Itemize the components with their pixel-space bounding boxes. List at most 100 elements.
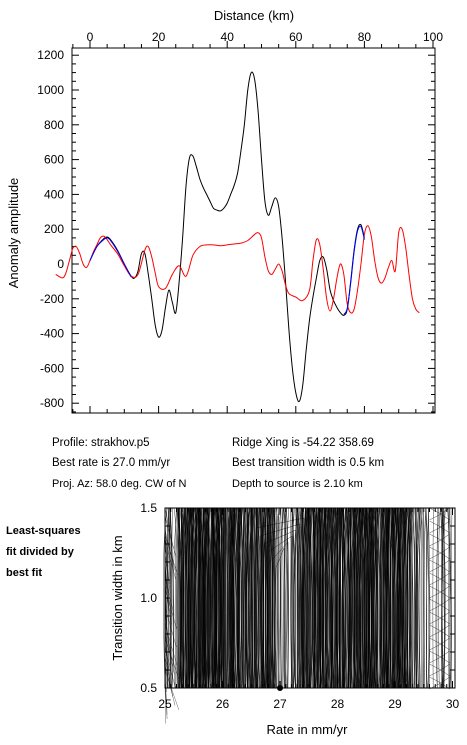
contour-line bbox=[423, 507, 427, 689]
fit-segment-line bbox=[89, 237, 132, 278]
contour-line bbox=[164, 642, 171, 684]
anomaly-tick-labels: 0 20 40 60 80 100 -800 -600 -400 -200 0 200 400 600 80… bbox=[37, 30, 443, 410]
contour-line bbox=[164, 683, 167, 724]
contour-line bbox=[213, 507, 215, 689]
contour-line bbox=[164, 552, 171, 594]
y-tick-label-bottom: 1.5 bbox=[140, 501, 157, 515]
contour-line bbox=[169, 507, 174, 689]
contour-line bbox=[190, 507, 195, 689]
contour-line bbox=[335, 507, 337, 689]
contour-line bbox=[238, 507, 242, 689]
contour-line bbox=[164, 584, 172, 625]
anomaly-chart: 0 20 40 60 80 100 -800 -600 -400 -200 0 200 400 600 80… bbox=[6, 8, 443, 414]
best-width-label: Best transition width is 0.5 km bbox=[232, 457, 385, 469]
contour-line bbox=[303, 507, 308, 689]
contour-line bbox=[204, 507, 207, 689]
contour-line bbox=[435, 507, 440, 689]
contour-line bbox=[290, 507, 293, 689]
contour-line bbox=[386, 507, 390, 689]
contour-line bbox=[191, 507, 194, 689]
contour-line bbox=[373, 507, 377, 689]
contour-line bbox=[312, 507, 315, 689]
x-tick-label-bottom: 29 bbox=[388, 697, 402, 711]
contour-line bbox=[353, 507, 356, 689]
contour-line bbox=[164, 611, 170, 652]
contour-line bbox=[415, 507, 417, 689]
contour-line bbox=[331, 507, 337, 689]
ridge-crossing-label: Ridge Xing is -54.22 358.69 bbox=[232, 437, 374, 449]
contour-line bbox=[210, 507, 215, 689]
contour-line bbox=[355, 507, 358, 689]
contour-line bbox=[440, 520, 450, 534]
contour-line bbox=[370, 507, 375, 689]
contour-line bbox=[440, 546, 450, 560]
contour-line bbox=[261, 507, 266, 689]
contour-line bbox=[164, 633, 175, 675]
misfit-description-line: Least-squares bbox=[6, 525, 81, 537]
contour-line bbox=[214, 507, 217, 689]
contour-line bbox=[188, 507, 192, 689]
contour-line bbox=[338, 507, 341, 689]
contour-line bbox=[440, 533, 450, 547]
contour-line bbox=[164, 669, 180, 711]
best-rate-label: Best rate is 27.0 mm/yr bbox=[52, 457, 171, 469]
contour-line bbox=[164, 543, 170, 585]
contour-line bbox=[176, 507, 181, 689]
y-tick-label: -600 bbox=[40, 361, 64, 375]
contour-line bbox=[244, 507, 248, 689]
contour-line bbox=[399, 507, 404, 689]
contour-line bbox=[248, 507, 252, 689]
contour-line bbox=[247, 507, 249, 689]
contour-line bbox=[397, 507, 402, 689]
y-tick-label: -800 bbox=[40, 396, 64, 410]
contour-line bbox=[164, 575, 175, 616]
contour-line bbox=[256, 507, 260, 689]
contour-line bbox=[425, 507, 430, 689]
contour-line bbox=[194, 507, 199, 689]
contour-line bbox=[217, 507, 220, 689]
contour-line bbox=[297, 507, 300, 689]
x-axis-title-bottom: Rate in mm/yr bbox=[267, 722, 349, 737]
contour-line bbox=[164, 516, 177, 558]
contour-line bbox=[406, 507, 410, 689]
contour-line bbox=[164, 638, 180, 679]
contour-line bbox=[375, 507, 377, 689]
contour-line bbox=[380, 507, 384, 689]
contour-line bbox=[324, 507, 327, 689]
y-tick-label-bottom: 1.0 bbox=[140, 591, 157, 605]
contour-line bbox=[447, 507, 451, 689]
contour-line bbox=[318, 507, 321, 689]
contour-line bbox=[425, 507, 428, 689]
contour-line bbox=[207, 507, 210, 689]
y-tick-label-bottom: 0.5 bbox=[140, 681, 157, 695]
contour-line bbox=[356, 507, 359, 689]
contour-line bbox=[280, 507, 284, 689]
contour-line bbox=[187, 507, 190, 689]
contour-line bbox=[190, 507, 193, 689]
contour-line bbox=[442, 507, 445, 689]
y-tick-label: 1200 bbox=[37, 48, 64, 62]
y-tick-label: 0 bbox=[57, 257, 64, 271]
contour-line bbox=[309, 507, 312, 689]
contour-line bbox=[206, 507, 210, 689]
contour-line bbox=[349, 507, 352, 689]
contour-line bbox=[329, 507, 332, 689]
misfit-ticks bbox=[164, 507, 455, 689]
contour-line bbox=[309, 507, 311, 689]
contour-line bbox=[164, 624, 178, 666]
contour-line bbox=[271, 541, 289, 688]
contour-line bbox=[436, 507, 438, 689]
contour-line bbox=[302, 507, 306, 689]
contour-line bbox=[312, 507, 317, 689]
best-fit-marker bbox=[277, 685, 283, 691]
y-axis-title-bottom: Transition width in km bbox=[110, 535, 125, 660]
contour-line bbox=[385, 507, 390, 689]
contour-line bbox=[440, 585, 450, 599]
y-tick-label: 200 bbox=[44, 222, 64, 236]
contour-line bbox=[415, 507, 419, 689]
contour-line bbox=[195, 507, 197, 689]
x-tick-label-bottom: 30 bbox=[446, 697, 460, 711]
contour-line bbox=[191, 507, 196, 689]
contour-line bbox=[345, 507, 349, 689]
contour-line bbox=[249, 507, 252, 689]
